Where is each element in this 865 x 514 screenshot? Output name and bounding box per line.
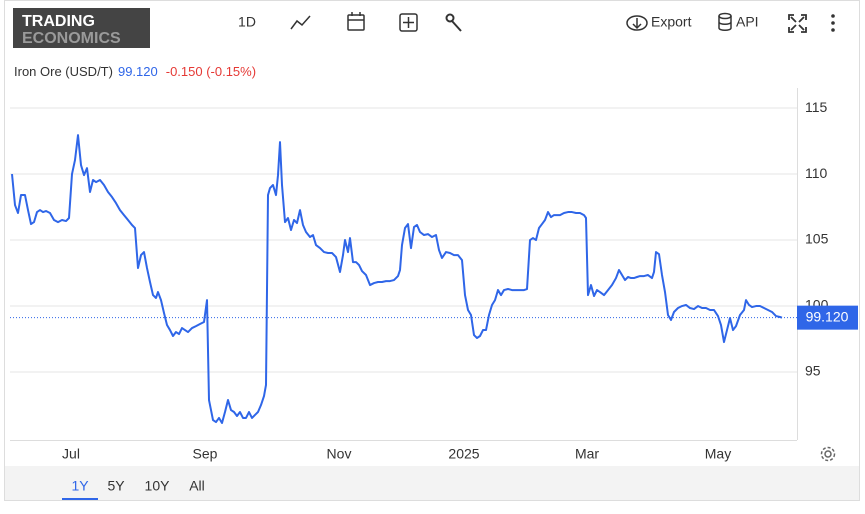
x-tick-label: May	[705, 446, 731, 462]
fullscreen-icon[interactable]	[788, 14, 807, 33]
y-tick-label: 95	[805, 363, 821, 379]
settings-icon[interactable]	[445, 13, 462, 32]
x-tick-label: Mar	[575, 446, 599, 462]
range-button[interactable]: 5Y	[107, 478, 125, 494]
y-tick-label: 115	[805, 99, 828, 115]
logo[interactable]	[13, 8, 150, 48]
chart-settings-icon[interactable]	[820, 446, 836, 462]
logo-bottom: ECONOMICS	[22, 30, 121, 47]
instrument-name: Iron Ore (USD/T)	[14, 64, 113, 79]
export-button[interactable]: Export	[651, 14, 692, 30]
y-tick-label: 110	[805, 165, 828, 181]
x-tick-label: Sep	[193, 446, 218, 462]
change: -0.150 (-0.15%)	[166, 64, 256, 79]
price-line	[11, 134, 783, 424]
compare-icon[interactable]	[399, 13, 418, 32]
range-buttons: 1Y 5Y 10Y All	[62, 478, 205, 500]
price: 99.120	[118, 64, 158, 79]
calendar-icon[interactable]	[347, 12, 365, 31]
api-button[interactable]: API	[736, 14, 759, 30]
export-icon[interactable]	[626, 15, 648, 31]
x-tick-label: Nov	[327, 446, 352, 462]
interval-button[interactable]: 1D	[238, 14, 256, 30]
x-tick-label: 2025	[448, 446, 479, 462]
x-tick-label: Jul	[62, 446, 80, 462]
y-tick-label: 105	[805, 231, 829, 247]
range-button[interactable]: 1Y	[71, 478, 89, 494]
logo-top: TRADING	[22, 13, 95, 30]
frame	[4, 0, 860, 501]
range-button[interactable]: 10Y	[145, 478, 171, 494]
menu-icon[interactable]	[831, 14, 835, 32]
header: Iron Ore (USD/T) 99.120 -0.150 (-0.15%)	[14, 64, 256, 79]
range-bar	[5, 466, 859, 500]
chart-type-icon[interactable]	[290, 15, 311, 30]
api-icon[interactable]	[718, 12, 732, 31]
last-price-badge	[797, 305, 858, 330]
last-price-label: 99.120	[806, 308, 849, 324]
range-button[interactable]: All	[189, 478, 205, 494]
